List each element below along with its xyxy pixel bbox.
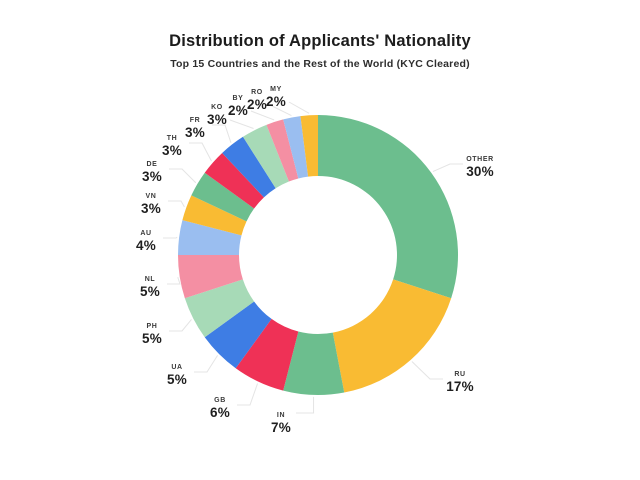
slice-label-value: 2% xyxy=(228,102,248,118)
donut-slice-ko[interactable] xyxy=(242,124,289,189)
slice-label-au: AU 4% xyxy=(136,230,156,253)
slice-label-value: 3% xyxy=(142,168,162,184)
slice-label-ko: KO 3% xyxy=(207,104,227,127)
leader-line-fr xyxy=(212,124,232,143)
slice-label-gb: GB 6% xyxy=(210,397,230,420)
donut-slice-nl[interactable] xyxy=(178,255,243,299)
slice-label-value: 3% xyxy=(141,200,161,216)
leader-line-nl xyxy=(167,277,181,285)
slice-label-value: 30% xyxy=(466,163,494,179)
slice-label-code: BY xyxy=(232,94,244,102)
leader-line-ru xyxy=(411,361,443,380)
slice-label-value: 6% xyxy=(210,404,230,420)
donut-slice-au[interactable] xyxy=(178,220,242,255)
leader-line-ua xyxy=(194,355,219,373)
slice-label-code: PH xyxy=(146,322,158,330)
slice-label-ro: RO 2% xyxy=(247,89,267,112)
leader-line-in xyxy=(296,396,315,414)
slice-label-code: KO xyxy=(211,103,223,111)
slice-label-code: MY xyxy=(270,85,282,93)
leader-line-gb xyxy=(237,383,259,406)
slice-label-value: 5% xyxy=(167,371,187,387)
leader-line-other xyxy=(432,163,463,172)
chart-subtitle: Top 15 Countries and the Rest of the Wor… xyxy=(170,58,470,70)
chart-title: Distribution of Applicants' Nationality xyxy=(169,32,471,50)
slice-label-in: IN 7% xyxy=(271,412,291,435)
slice-label-code: IN xyxy=(276,411,286,419)
slice-label-th: TH 3% xyxy=(162,135,182,158)
slice-label-code: VN xyxy=(145,192,157,200)
donut-slice-gb[interactable] xyxy=(235,318,299,391)
slice-label-my: MY 2% xyxy=(266,86,286,109)
leader-line-ro xyxy=(269,104,292,116)
leader-line-au xyxy=(163,236,178,239)
slice-label-value: 17% xyxy=(446,378,474,394)
donut-slice-by[interactable] xyxy=(266,119,299,182)
slice-label-de: DE 3% xyxy=(142,161,162,184)
slice-label-fr: FR 3% xyxy=(185,117,205,140)
slice-label-value: 2% xyxy=(247,96,267,112)
slice-label-code: RO xyxy=(251,88,263,96)
slice-label-value: 5% xyxy=(140,283,160,299)
donut-slice-ro[interactable] xyxy=(283,116,309,179)
donut-slice-in[interactable] xyxy=(283,331,345,395)
leader-line-de xyxy=(169,168,197,184)
slice-label-value: 3% xyxy=(162,142,182,158)
donut-slice-th[interactable] xyxy=(204,152,264,209)
slice-label-value: 4% xyxy=(136,237,156,253)
slice-label-code: DE xyxy=(146,160,158,168)
leader-line-ko xyxy=(229,119,254,129)
chart-header: Distribution of Applicants' Nationality … xyxy=(0,32,640,70)
slice-label-code: UA xyxy=(171,363,183,371)
leader-line-my xyxy=(288,101,310,114)
slice-label-ph: PH 5% xyxy=(142,323,162,346)
slice-label-code: GB xyxy=(214,396,226,404)
slice-label-code: NL xyxy=(144,275,156,283)
leader-line-th xyxy=(189,142,212,162)
slice-label-value: 3% xyxy=(207,111,227,127)
donut-slice-ph[interactable] xyxy=(184,279,255,338)
donut-slice-vn[interactable] xyxy=(182,195,247,236)
slice-label-code: RU xyxy=(454,370,466,378)
slice-label-value: 7% xyxy=(271,419,291,435)
donut-slice-de[interactable] xyxy=(191,172,255,222)
slice-label-code: OTHER xyxy=(466,155,494,163)
slice-label-nl: NL 5% xyxy=(140,276,160,299)
slice-label-value: 2% xyxy=(266,93,286,109)
slice-label-value: 5% xyxy=(142,330,162,346)
donut-slice-my[interactable] xyxy=(300,115,318,177)
slice-label-code: TH xyxy=(166,134,178,142)
slice-label-other: OTHER 30% xyxy=(466,156,494,179)
slice-label-vn: VN 3% xyxy=(141,193,161,216)
slice-label-code: FR xyxy=(189,116,201,124)
leader-line-ph xyxy=(169,319,192,332)
slice-label-code: AU xyxy=(140,229,152,237)
slice-label-ua: UA 5% xyxy=(167,364,187,387)
leader-line-by xyxy=(250,110,275,121)
donut-slice-ru[interactable] xyxy=(332,279,452,393)
leader-line-vn xyxy=(168,200,185,208)
slice-label-by: BY 2% xyxy=(228,95,248,118)
slice-label-ru: RU 17% xyxy=(446,371,474,394)
donut-slice-ua[interactable] xyxy=(204,301,272,369)
donut-slice-other[interactable] xyxy=(318,115,459,299)
slice-label-value: 3% xyxy=(185,124,205,140)
donut-slice-fr[interactable] xyxy=(222,136,276,198)
